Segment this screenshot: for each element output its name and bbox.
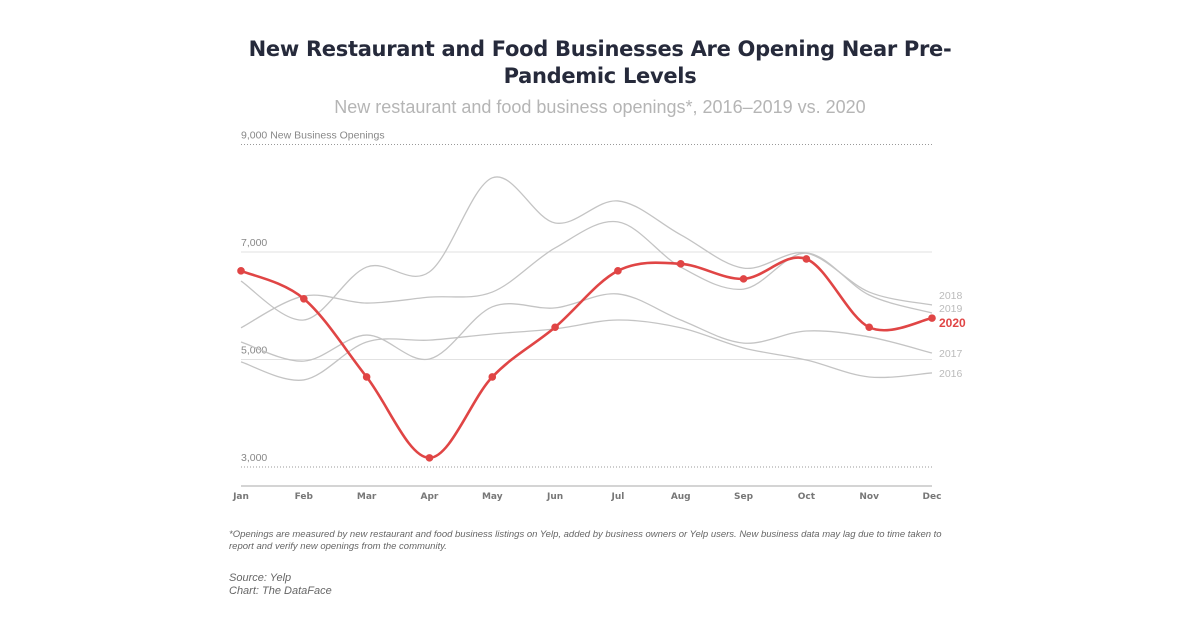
chart-subtitle: New restaurant and food business opening… [334,97,866,117]
x-tick-label: Mar [357,492,377,502]
series-label-2017: 2017 [939,348,963,360]
data-point-2020 [739,275,748,283]
series-label-2018: 2018 [939,290,963,302]
x-tick-label: Jun [546,492,563,502]
series-label-2020: 2020 [939,316,966,330]
series-line-2019 [240,220,933,329]
data-point-2020 [551,323,559,332]
data-point-2020 [928,314,936,322]
data-point-2020 [300,294,308,303]
chart-title: New Restaurant and Food Businesses Are O… [248,37,952,88]
x-tick-label: Jul [610,492,624,502]
y-tick-label: 7,000 [241,237,267,249]
data-point-2020 [237,267,245,275]
footnote: *Openings are measured by new restaurant… [229,529,942,552]
source: Source: Yelp [229,572,292,584]
series-line-2017 [240,293,933,362]
x-tick-label: Sep [734,492,754,502]
x-tick-label: Dec [923,492,942,502]
y-tick-label: 3,000 [241,452,267,464]
data-point-2020 [362,373,371,381]
y-tick-label: 9,000 New Business Openings [241,130,385,142]
x-tick-label: May [482,492,503,502]
x-tick-label: Feb [295,492,314,502]
series-line-2018 [240,176,933,321]
data-point-2020 [865,323,873,332]
data-point-2020 [488,373,497,381]
series-label-2016: 2016 [939,368,963,380]
x-tick-label: Apr [421,492,439,502]
series-line-2016 [240,319,933,381]
credit: Chart: The DataFace [229,585,332,597]
x-tick-label: Jan [232,492,249,502]
data-point-2020 [614,267,622,275]
data-point-2020 [676,260,685,268]
x-tick-label: Aug [671,492,691,502]
series-label-2019: 2019 [939,303,963,315]
data-point-2020 [425,454,434,462]
y-tick-label: 5,000 [241,345,267,357]
x-tick-label: Nov [859,492,879,502]
data-point-2020 [802,255,811,263]
x-tick-label: Oct [798,492,816,502]
series-line-2020 [240,256,933,460]
